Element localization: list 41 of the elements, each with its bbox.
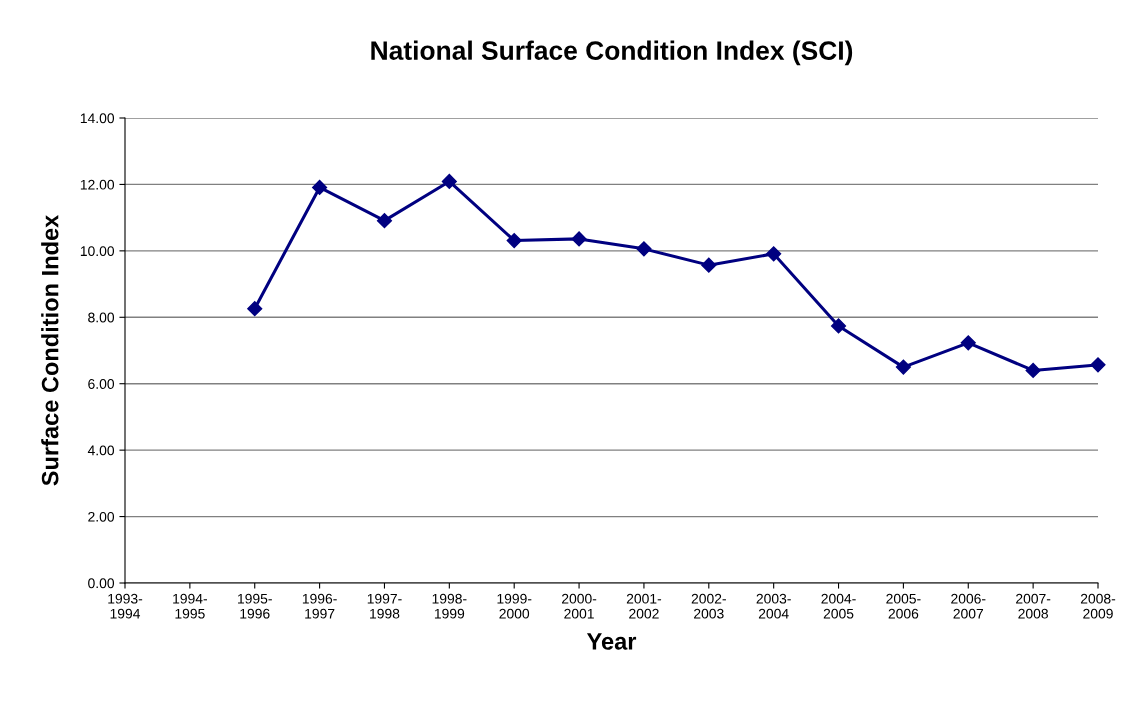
- x-tick-label: 2005- 2006: [886, 593, 921, 619]
- x-tick-label: 2003- 2004: [756, 593, 791, 619]
- point: [895, 359, 911, 375]
- x-tick-label: 1998- 1999: [432, 593, 467, 619]
- x-tick-label: 1994- 1995: [173, 593, 208, 619]
- point: [571, 231, 587, 247]
- point: [247, 301, 263, 317]
- y-tick-label: 10.00: [80, 246, 115, 257]
- point: [441, 173, 457, 190]
- x-tick-label: 2004- 2005: [821, 593, 856, 619]
- point: [376, 213, 393, 229]
- y-tick-label: 4.00: [87, 445, 115, 456]
- point: [312, 179, 328, 195]
- y-tick-label: 6.00: [88, 379, 115, 389]
- x-tick-label: 1997- 1998: [367, 593, 402, 619]
- point: [506, 232, 522, 249]
- x-tick-label: 2008- 2009: [1080, 593, 1116, 619]
- x-tick-label: 1993- 1994: [108, 593, 143, 619]
- point: [960, 335, 976, 351]
- y-tick-label: 8.00: [88, 312, 115, 323]
- point: [766, 246, 782, 262]
- point: [1090, 357, 1106, 373]
- y-tick-label: 2.00: [88, 511, 115, 522]
- x-tick-label: 1999- 2000: [497, 593, 532, 619]
- y-tick-label: 12.00: [80, 179, 115, 190]
- point: [636, 241, 652, 257]
- x-tick-label: 2001- 2002: [626, 593, 662, 619]
- point: [1025, 362, 1041, 378]
- x-tick-label: 2006- 2007: [951, 593, 986, 619]
- x-tick-label: 1996- 1997: [302, 593, 337, 619]
- chart-title: National Surface Condition Index (SCI): [371, 40, 853, 66]
- point: [830, 318, 847, 334]
- x-axis-title: Year: [586, 633, 637, 650]
- y-tick-label: 14.00: [80, 113, 115, 124]
- x-tick-label: 1995- 1996: [238, 593, 272, 619]
- x-tick-label: 2000- 2001: [562, 593, 597, 619]
- y-tick-label: 0.00: [88, 578, 115, 589]
- x-tick-label: 2007- 2008: [1016, 593, 1051, 619]
- point: [701, 257, 717, 273]
- x-tick-label: 2002- 2003: [691, 593, 726, 619]
- y-axis-title: Surface Condition Index: [41, 214, 59, 486]
